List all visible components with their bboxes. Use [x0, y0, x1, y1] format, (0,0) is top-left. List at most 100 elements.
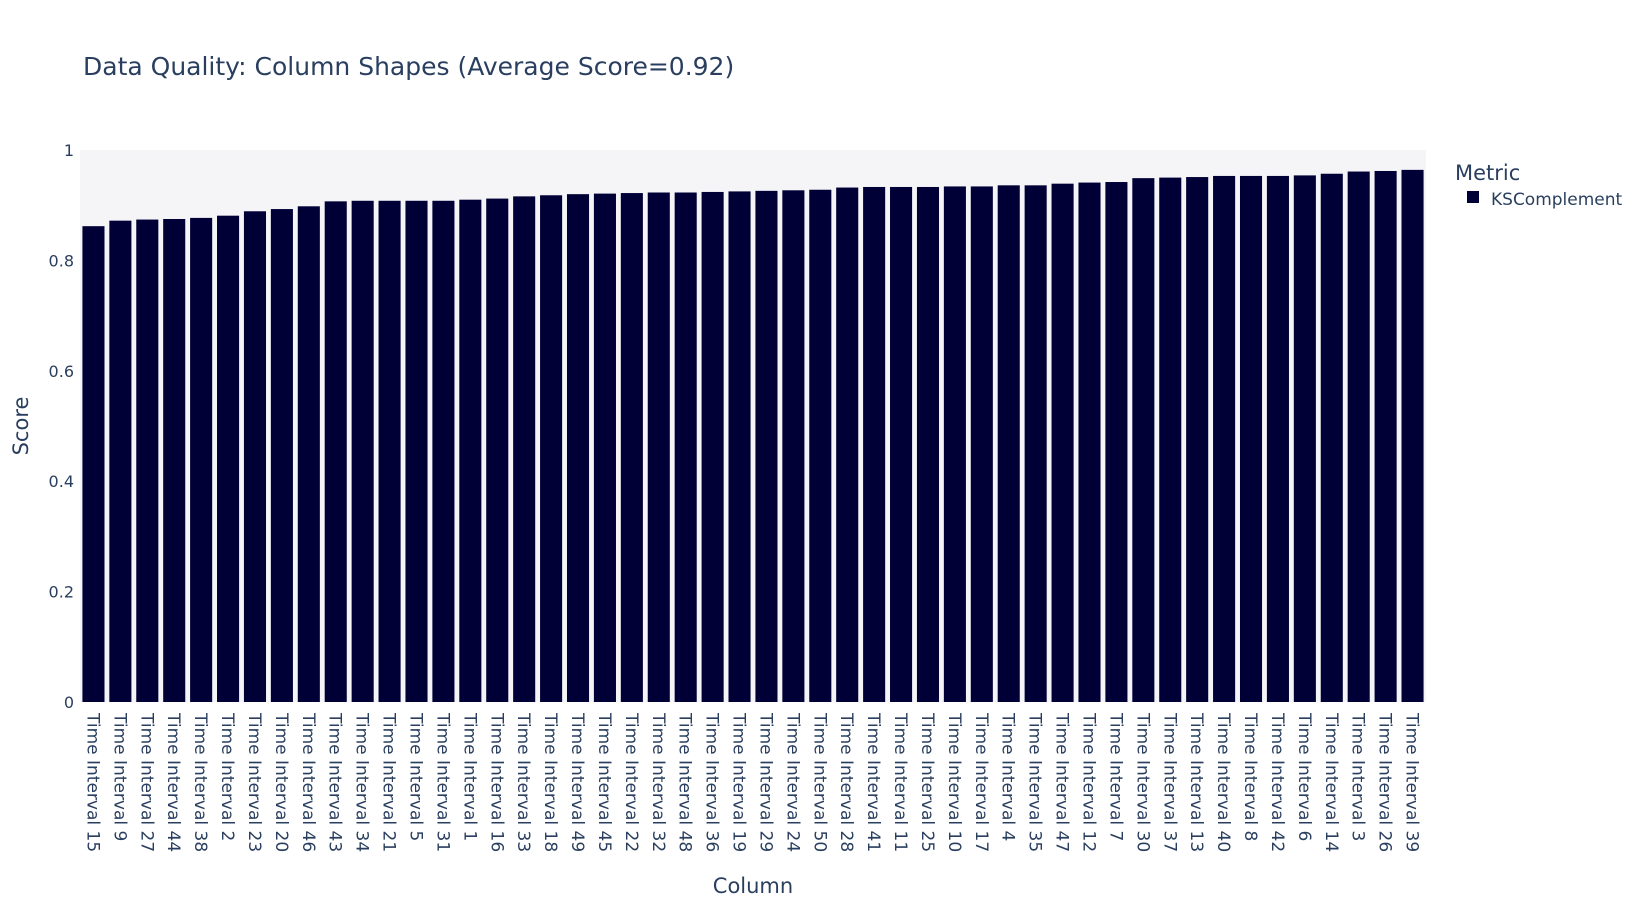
- bar-time-interval-9[interactable]: [109, 220, 132, 702]
- bar-time-interval-27[interactable]: [136, 219, 159, 703]
- bar-time-interval-32[interactable]: [647, 192, 670, 703]
- bar-time-interval-2[interactable]: [217, 215, 240, 702]
- x-tick-label: Time Interval 5: [406, 712, 426, 841]
- x-tick-label: Time Interval 18: [540, 712, 560, 852]
- legend-label-kscomplement[interactable]: KSComplement: [1491, 190, 1623, 210]
- x-tick-label: Time Interval 38: [190, 712, 210, 852]
- x-axis-title: Column: [713, 874, 793, 898]
- x-tick-label: Time Interval 7: [1105, 712, 1125, 841]
- y-tick-label: 0.2: [49, 583, 74, 602]
- legend-swatch-kscomplement[interactable]: [1467, 191, 1479, 203]
- bar-time-interval-22[interactable]: [620, 193, 643, 702]
- x-tick-label: Time Interval 37: [1159, 712, 1179, 852]
- bar-time-interval-37[interactable]: [1159, 177, 1182, 703]
- bar-time-interval-3[interactable]: [1347, 171, 1370, 702]
- y-tick-label: 0.4: [49, 472, 74, 491]
- bar-time-interval-17[interactable]: [970, 186, 993, 702]
- x-tick-label: Time Interval 6: [1294, 712, 1314, 841]
- x-tick-label: Time Interval 45: [594, 712, 614, 852]
- bar-time-interval-28[interactable]: [836, 187, 859, 703]
- x-tick-label: Time Interval 14: [1321, 712, 1341, 852]
- y-tick-label: 0.6: [49, 362, 74, 381]
- x-tick-label: Time Interval 16: [486, 712, 506, 852]
- bar-time-interval-41[interactable]: [863, 186, 886, 703]
- x-tick-label: Time Interval 4: [998, 712, 1018, 841]
- bar-time-interval-35[interactable]: [1024, 185, 1047, 702]
- x-tick-label: Time Interval 12: [1079, 712, 1099, 852]
- bar-time-interval-24[interactable]: [782, 190, 805, 703]
- bar-time-interval-21[interactable]: [378, 200, 401, 702]
- bar-time-interval-48[interactable]: [674, 192, 697, 703]
- bar-time-interval-45[interactable]: [593, 193, 616, 703]
- bar-time-interval-20[interactable]: [270, 209, 293, 702]
- chart-title: Data Quality: Column Shapes (Average Sco…: [83, 52, 734, 81]
- bar-time-interval-1[interactable]: [459, 199, 482, 702]
- x-tick-label: Time Interval 34: [352, 712, 372, 852]
- bar-time-interval-34[interactable]: [351, 200, 374, 702]
- x-tick-label: Time Interval 9: [109, 712, 129, 841]
- x-tick-label: Time Interval 46: [298, 712, 318, 852]
- x-tick-label: Time Interval 11: [890, 712, 910, 852]
- x-tick-label: Time Interval 22: [621, 712, 641, 852]
- bar-time-interval-31[interactable]: [432, 200, 455, 702]
- bar-time-interval-44[interactable]: [163, 219, 186, 702]
- bar-time-interval-26[interactable]: [1374, 170, 1397, 703]
- legend-title: Metric: [1455, 161, 1520, 185]
- bar-time-interval-19[interactable]: [728, 191, 751, 702]
- x-axis-ticks: Time Interval 15 Time Interval 9 Time Inte…: [82, 712, 1421, 852]
- bar-time-interval-46[interactable]: [297, 206, 320, 703]
- bar-time-interval-13[interactable]: [1186, 177, 1209, 703]
- bar-time-interval-49[interactable]: [566, 194, 590, 702]
- bar-time-interval-10[interactable]: [943, 186, 966, 702]
- x-tick-label: Time Interval 30: [1132, 712, 1152, 852]
- bar-time-interval-14[interactable]: [1320, 173, 1343, 703]
- bar-time-interval-18[interactable]: [540, 195, 563, 702]
- y-tick-label: 0.8: [49, 251, 74, 270]
- x-tick-label: Time Interval 23: [244, 712, 264, 852]
- x-tick-label: Time Interval 19: [729, 712, 749, 852]
- bar-time-interval-12[interactable]: [1078, 182, 1101, 702]
- bar-time-interval-38[interactable]: [190, 217, 213, 702]
- bar-time-interval-7[interactable]: [1105, 182, 1128, 702]
- x-tick-label: Time Interval 47: [1052, 712, 1072, 852]
- bar-time-interval-42[interactable]: [1266, 175, 1289, 702]
- x-tick-label: Time Interval 10: [944, 712, 964, 852]
- x-tick-label: Time Interval 43: [325, 712, 345, 852]
- x-tick-label: Time Interval 21: [379, 712, 399, 852]
- bar-time-interval-50[interactable]: [809, 189, 832, 703]
- bar-time-interval-23[interactable]: [243, 211, 267, 702]
- x-tick-label: Time Interval 44: [163, 712, 183, 852]
- x-tick-label: Time Interval 3: [1348, 712, 1368, 841]
- x-tick-label: Time Interval 8: [1240, 712, 1260, 841]
- bar-time-interval-30[interactable]: [1132, 178, 1155, 702]
- bar-time-interval-29[interactable]: [755, 190, 778, 702]
- x-tick-label: Time Interval 40: [1213, 712, 1233, 852]
- bar-time-interval-8[interactable]: [1239, 175, 1263, 702]
- x-tick-label: Time Interval 42: [1267, 712, 1287, 852]
- bar-time-interval-25[interactable]: [916, 186, 940, 703]
- x-tick-label: Time Interval 49: [567, 712, 587, 852]
- x-tick-label: Time Interval 48: [675, 712, 695, 852]
- x-tick-label: Time Interval 29: [755, 712, 775, 852]
- x-tick-label: Time Interval 15: [82, 712, 102, 852]
- x-tick-label: Time Interval 50: [809, 712, 829, 852]
- y-tick-label: 0: [64, 693, 74, 712]
- x-tick-label: Time Interval 33: [513, 712, 533, 852]
- bar-time-interval-43[interactable]: [324, 201, 347, 702]
- x-tick-label: Time Interval 35: [1025, 712, 1045, 852]
- bar-time-interval-39[interactable]: [1401, 169, 1424, 702]
- bar-time-interval-16[interactable]: [486, 198, 509, 702]
- bar-time-interval-15[interactable]: [82, 226, 105, 702]
- bar-time-interval-5[interactable]: [405, 200, 428, 702]
- x-tick-label: Time Interval 36: [702, 712, 722, 852]
- bar-time-interval-11[interactable]: [890, 186, 913, 703]
- bar-time-interval-33[interactable]: [513, 196, 536, 702]
- bar-time-interval-40[interactable]: [1213, 175, 1236, 702]
- x-tick-label: Time Interval 25: [917, 712, 937, 852]
- bar-time-interval-6[interactable]: [1293, 175, 1316, 702]
- bar-time-interval-4[interactable]: [997, 185, 1020, 702]
- bar-time-interval-36[interactable]: [701, 191, 724, 702]
- bar-time-interval-47[interactable]: [1051, 183, 1074, 703]
- legend[interactable]: Metric KSComplement: [1455, 161, 1623, 210]
